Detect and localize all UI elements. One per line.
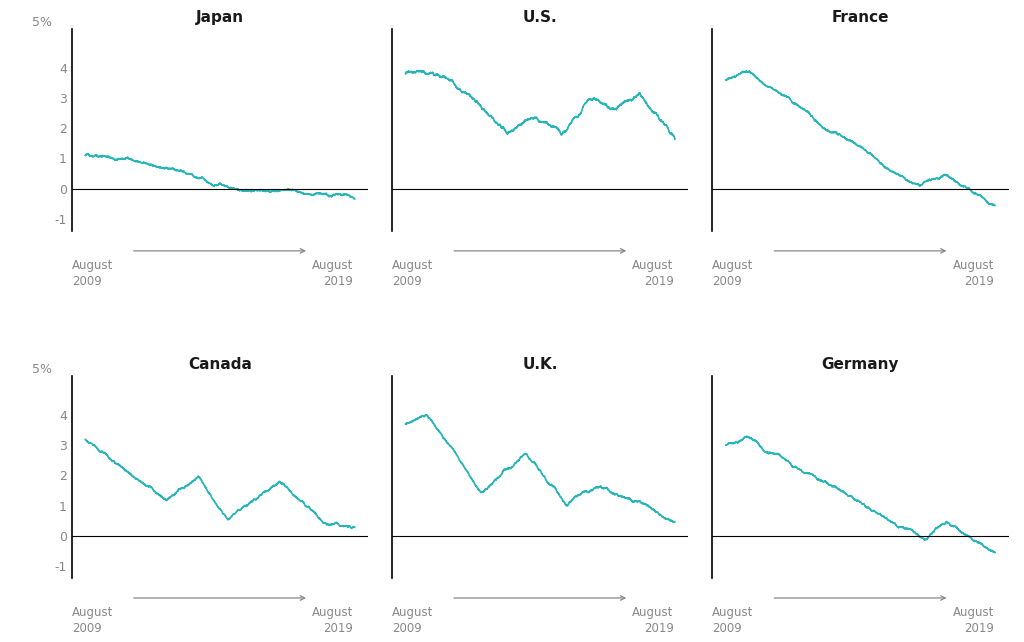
Text: August
2019: August 2019 (952, 259, 994, 288)
Title: U.S.: U.S. (523, 10, 557, 25)
Text: August
2009: August 2009 (392, 259, 433, 288)
Title: Germany: Germany (821, 357, 899, 372)
Text: August
2019: August 2019 (632, 259, 674, 288)
Title: France: France (831, 10, 889, 25)
Text: August
2009: August 2009 (392, 606, 433, 635)
Text: 5%: 5% (32, 363, 51, 376)
Title: Canada: Canada (188, 357, 252, 372)
Text: August
2009: August 2009 (72, 606, 113, 635)
Text: August
2009: August 2009 (72, 259, 113, 288)
Text: August
2019: August 2019 (952, 606, 994, 635)
Text: August
2009: August 2009 (712, 606, 754, 635)
Title: Japan: Japan (196, 10, 244, 25)
Text: August
2009: August 2009 (712, 259, 754, 288)
Text: August
2019: August 2019 (312, 606, 353, 635)
Title: U.K.: U.K. (522, 357, 558, 372)
Text: August
2019: August 2019 (312, 259, 353, 288)
Text: 5%: 5% (32, 16, 51, 29)
Text: August
2019: August 2019 (632, 606, 674, 635)
